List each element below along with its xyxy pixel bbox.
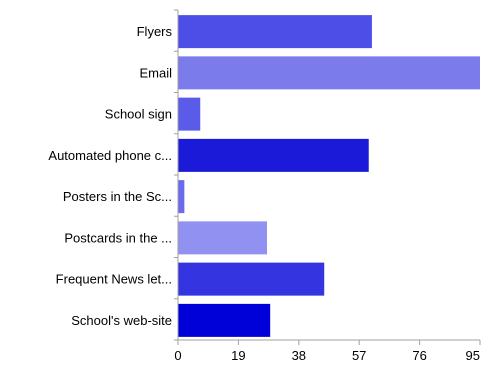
category-label: Automated phone c... bbox=[48, 148, 172, 163]
bar bbox=[178, 56, 480, 90]
category-labels: Flyers Email School sign Automated phone c.… bbox=[48, 24, 172, 328]
bar bbox=[178, 97, 201, 131]
x-axis-ticks: 0 19 38 57 76 95 bbox=[174, 9, 481, 363]
category-label: Email bbox=[139, 65, 172, 80]
category-label: Frequent News let... bbox=[56, 272, 172, 287]
bar bbox=[178, 15, 372, 49]
x-tick-label: 19 bbox=[231, 348, 245, 363]
bar bbox=[178, 138, 369, 172]
bars-group bbox=[178, 15, 480, 337]
category-label: Posters in the Sc... bbox=[63, 189, 172, 204]
x-tick-label: 57 bbox=[352, 348, 366, 363]
x-tick-label: 0 bbox=[174, 348, 181, 363]
category-label: School sign bbox=[105, 107, 172, 122]
category-label: Flyers bbox=[137, 24, 173, 39]
bar bbox=[178, 221, 268, 255]
x-tick-label: 38 bbox=[292, 348, 306, 363]
category-label: School's web-site bbox=[71, 313, 172, 328]
bar bbox=[178, 262, 325, 296]
category-label: Postcards in the ... bbox=[64, 230, 172, 245]
x-tick-label: 76 bbox=[412, 348, 426, 363]
bar bbox=[178, 180, 185, 214]
x-tick-label: 95 bbox=[466, 348, 480, 363]
bar bbox=[178, 303, 271, 337]
